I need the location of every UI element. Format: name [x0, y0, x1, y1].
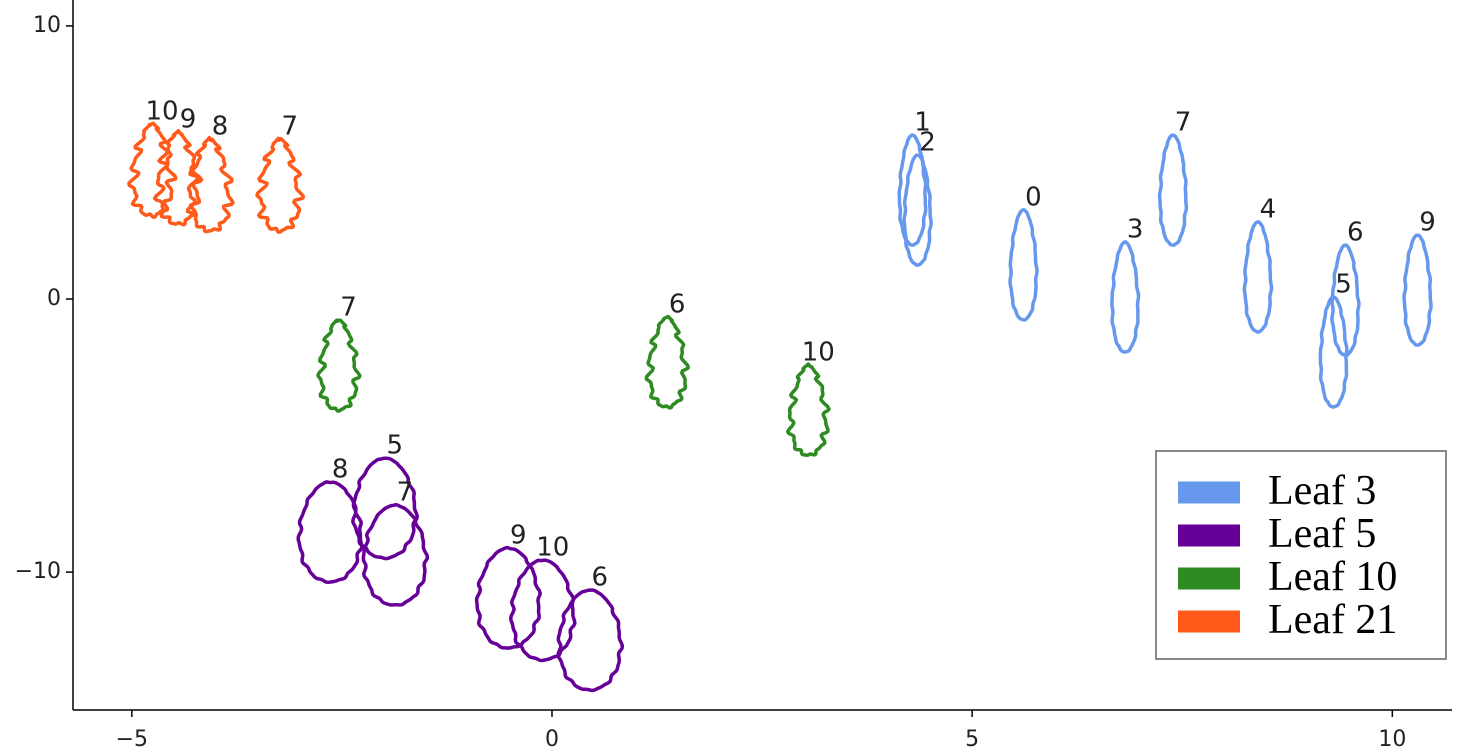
leaf-outline	[1110, 240, 1141, 354]
leaf-outline	[785, 362, 831, 457]
legend-label: Leaf 10	[1268, 554, 1397, 600]
point-label: 6	[669, 290, 686, 320]
point-label: 0	[1025, 182, 1042, 212]
leaf-outline	[127, 121, 178, 219]
y-tick-label: 10	[33, 13, 61, 38]
x-tick-label: 10	[1378, 727, 1406, 752]
leaf-outline	[1157, 133, 1189, 247]
point-label: 8	[332, 454, 349, 484]
point-label: 10	[802, 338, 835, 368]
x-tick-label: 5	[965, 727, 979, 752]
y-tick-label: −10	[15, 559, 61, 584]
leaf-outline	[296, 480, 364, 585]
leaf-outline	[316, 318, 362, 413]
point-label: 10	[536, 533, 569, 563]
leaf-outline	[1318, 295, 1349, 409]
point-label: 6	[592, 563, 609, 593]
legend-label: Leaf 5	[1268, 511, 1376, 557]
leaf-outline	[255, 136, 305, 234]
point-label: 6	[1347, 218, 1364, 248]
point-label: 10	[145, 96, 178, 126]
legend-swatch	[1178, 524, 1240, 547]
leaf-outline	[508, 558, 577, 663]
leaf-outline	[644, 314, 690, 410]
legend-label: Leaf 21	[1268, 597, 1397, 643]
x-tick-label: 0	[545, 727, 559, 752]
point-label: 2	[919, 127, 936, 157]
leaf-outline	[474, 545, 542, 650]
point-label: 1	[914, 108, 931, 138]
point-label: 9	[510, 521, 527, 551]
leaf-outline	[361, 503, 430, 607]
y-tick-label: 0	[47, 286, 61, 311]
point-label: 3	[1127, 215, 1144, 245]
leaf-outline	[902, 153, 933, 267]
point-label: 7	[281, 111, 298, 141]
point-label: 7	[1175, 108, 1192, 138]
legend-label: Leaf 3	[1268, 468, 1376, 514]
point-label: 8	[212, 111, 229, 141]
leaf-outline	[1242, 220, 1274, 334]
legend-swatch	[1178, 481, 1240, 504]
leaf-outline	[351, 456, 420, 561]
point-label: 5	[1335, 269, 1352, 299]
leaf-outline	[152, 128, 204, 227]
legend-swatch	[1178, 610, 1240, 633]
leaf-outline	[185, 135, 235, 234]
point-label: 4	[1260, 194, 1277, 224]
point-label: 7	[340, 293, 357, 323]
point-label: 9	[180, 105, 197, 135]
leaf-outline	[1402, 233, 1433, 347]
legend-swatch	[1178, 567, 1240, 590]
leaf-outline	[556, 588, 625, 693]
point-label: 7	[397, 478, 414, 508]
point-label: 5	[386, 431, 403, 461]
leaf-outline	[1008, 208, 1039, 322]
point-label: 9	[1419, 208, 1436, 238]
x-tick-label: −5	[116, 727, 148, 752]
